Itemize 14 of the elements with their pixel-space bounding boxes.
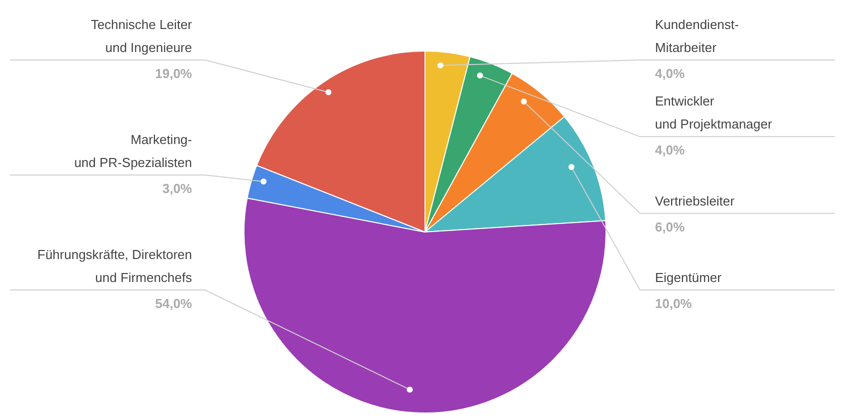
slice-label: Eigentümer xyxy=(655,270,722,285)
slice-label: Entwickler und Projektmanager xyxy=(655,94,773,132)
slice-label: Marketing- und PR-Spezialisten xyxy=(74,132,192,170)
slice-label: Vertriebsleiter xyxy=(655,193,736,208)
data-label: 4,0% xyxy=(655,66,686,81)
data-label: 6,0% xyxy=(655,219,686,234)
data-label: 54,0% xyxy=(155,296,192,311)
slice-label: Technische Leiter und Ingenieure xyxy=(90,17,193,55)
data-label: 4,0% xyxy=(655,142,686,158)
data-label: 19,0% xyxy=(155,66,192,81)
data-label: 3,0% xyxy=(162,181,192,196)
slice-label: Kundendienst- Mitarbeiter xyxy=(655,17,739,55)
data-label: 10,0% xyxy=(655,296,692,311)
slice-label: Führungskräfte, Direktoren und Firmenchefs xyxy=(37,247,192,285)
